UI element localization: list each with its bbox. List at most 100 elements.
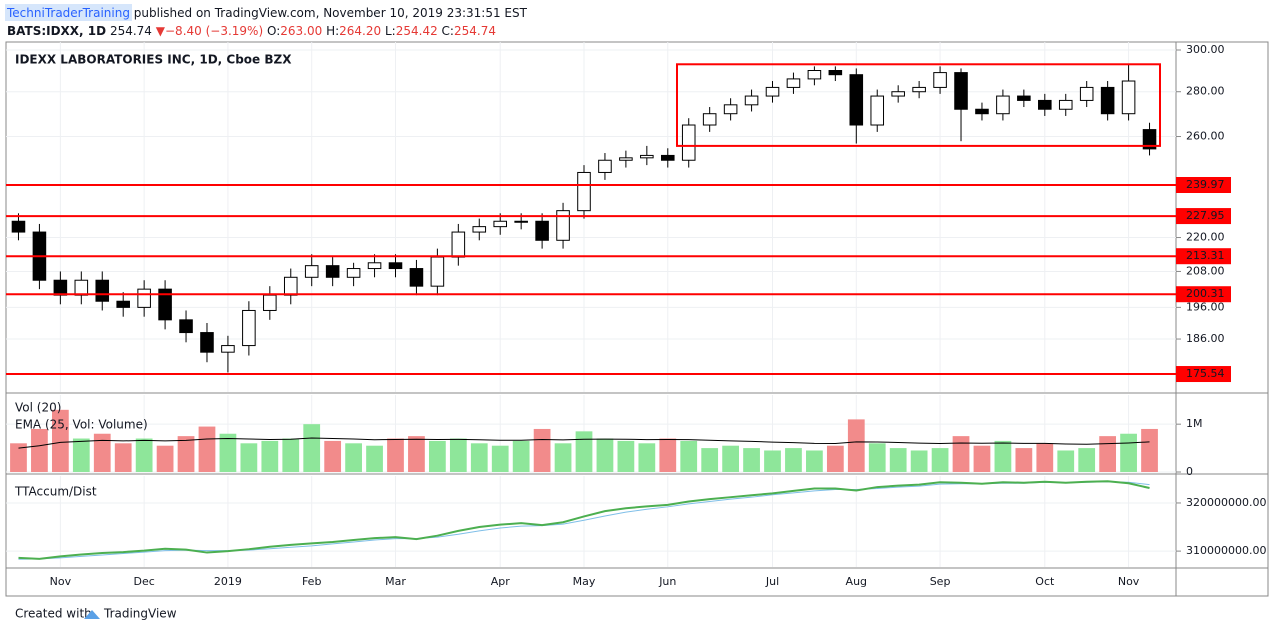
candle-body [493,220,508,228]
volume-bar [72,438,90,472]
volume-bar [764,450,781,472]
candle-body [975,108,989,115]
y-tick-label: 220.00 [1186,231,1225,244]
volume-bar [198,426,216,472]
volume-bar [1015,448,1033,472]
volume-bar [261,440,279,472]
author-highlight [5,4,132,21]
volume-bar [952,436,970,472]
candle-body [325,265,340,278]
candle-body [221,345,235,353]
volume-bar [366,445,383,472]
range-box [676,63,1161,147]
c-label: C: [442,24,454,38]
volume-bar [31,428,48,472]
candle-body [200,332,214,353]
volume-bar [554,443,572,472]
published: published on TradingView.com, November 1… [134,6,528,20]
y-tick-label: 1M [1186,417,1203,430]
candle-body [1058,99,1073,110]
candle-body [744,95,759,106]
candle-body [242,309,256,347]
volume-bar [1057,450,1075,472]
candle-body [367,262,382,270]
candle-body [1142,129,1157,150]
candle-body [598,159,612,173]
x-tick-label: Oct [1035,575,1055,588]
x-tick-label: Sep [930,575,951,588]
y-tick-label: 280.00 [1186,85,1225,98]
candle-body [702,113,717,126]
ema-line [18,437,1150,449]
x-tick-label: Mar [385,575,406,588]
level-tag [1176,286,1231,303]
volume-bar [806,450,823,472]
candle-body [1038,99,1052,110]
symbol: BATS:IDXX, 1D [7,24,106,38]
volume-bar [387,438,404,472]
volume-bar [1036,443,1054,472]
volume-bar [512,440,530,472]
volume-bar [93,433,111,472]
candle-body [53,279,68,296]
candle-body [179,319,193,334]
volume-bar [135,438,153,472]
volume-bar [575,431,593,472]
x-tick-label: Nov [50,575,72,588]
accum-line [18,480,1150,560]
candle-body [451,231,466,258]
volume-bar [1120,433,1137,472]
volume-bar [533,428,551,472]
header-quote: BATS:IDXX, 1D 254.74 ▼−8.40 (−3.19%) O:2… [7,24,496,38]
candle-body [912,86,926,93]
pane-title: TTAccum/Dist [14,485,97,499]
author[interactable]: TechniTraderTraining [6,6,130,20]
volume-bar [785,448,802,472]
level-label: 200.31 [1186,287,1225,300]
volume-bar [282,438,300,472]
change: −8.40 (−3.19%) [165,24,263,38]
volume-bar [449,438,467,472]
volume-bar [51,409,69,472]
volume-bar [743,448,760,472]
h-label: H: [326,24,339,38]
volume-bar [638,443,656,472]
candle-body [996,95,1010,115]
o-label: O: [267,24,280,38]
volume-bar [177,436,195,472]
volume-bar [826,445,844,472]
volume-bar [156,445,174,472]
x-tick-label: Jun [658,575,676,588]
candle-body [346,268,361,278]
footer-brand[interactable]: TradingView [103,607,177,621]
volume-bar [847,419,865,472]
candle-body [472,226,487,233]
candle-body [577,171,591,212]
volume-bar [931,448,949,472]
candle-body [535,220,549,241]
candle-body [158,288,172,321]
x-tick-label: May [573,575,596,588]
volume-bar [219,433,237,472]
volume-bar [722,445,739,472]
volume-bar [10,443,27,472]
candle-body [137,288,151,308]
l-label: L: [385,24,396,38]
frame [5,41,1269,597]
level-tag [1176,248,1231,265]
y-tick-label: 208.00 [1186,264,1225,277]
volume-bar [470,443,488,472]
candle-body [283,276,298,296]
candle-body [891,91,905,97]
volume-bar [1078,448,1096,472]
candle-body [556,210,570,241]
logo [84,610,100,619]
volume-bar [596,438,614,472]
volume-bar [408,436,425,472]
last-price: 254.74 [110,24,152,38]
level-label: 213.31 [1186,249,1225,262]
candle-body [954,72,968,110]
volume-bar [1099,436,1117,472]
volume-bar [910,450,928,472]
